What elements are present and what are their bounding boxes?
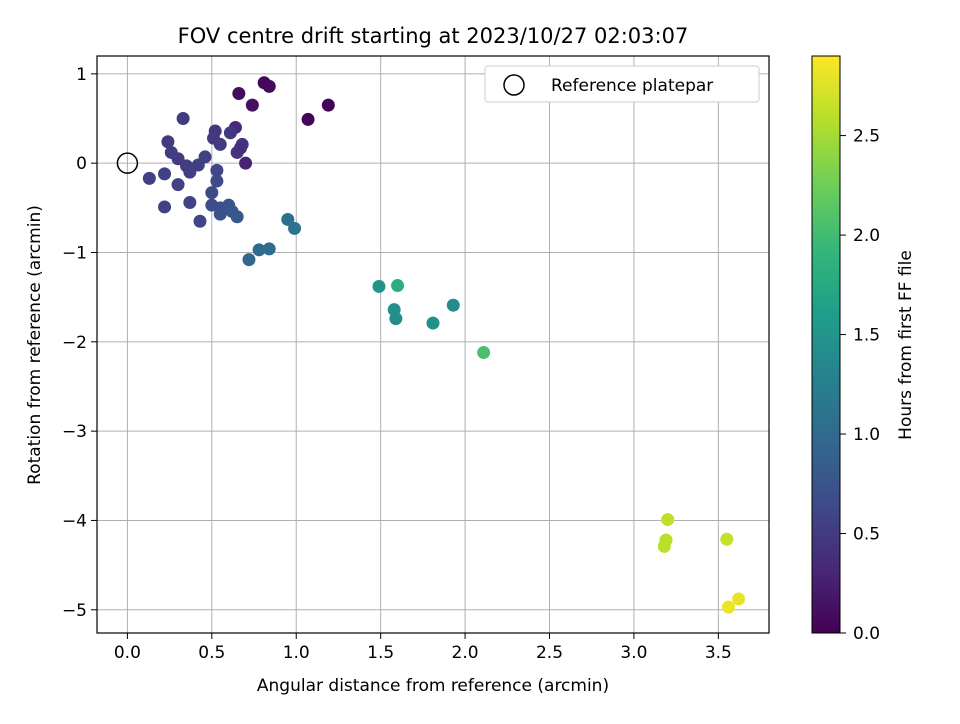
data-point bbox=[301, 112, 315, 126]
data-point bbox=[239, 156, 253, 170]
chart-title: FOV centre drift starting at 2023/10/27 … bbox=[178, 24, 689, 48]
data-point bbox=[142, 171, 156, 185]
data-point bbox=[657, 539, 671, 553]
data-point bbox=[288, 221, 302, 235]
data-point bbox=[252, 243, 266, 257]
x-tick-label: 3.0 bbox=[620, 643, 647, 663]
colorbar-tick-label: 1.0 bbox=[853, 425, 880, 445]
legend-reference-marker bbox=[503, 74, 525, 96]
data-point bbox=[426, 316, 440, 330]
y-axis-label: Rotation from reference (arcmin) bbox=[25, 205, 45, 485]
data-point bbox=[213, 207, 227, 221]
data-point bbox=[391, 279, 405, 293]
y-tick-label: 0 bbox=[76, 154, 87, 174]
data-point bbox=[193, 214, 207, 228]
colorbar-tick-label: 0.5 bbox=[853, 525, 880, 545]
data-point bbox=[477, 346, 491, 360]
data-point bbox=[242, 253, 256, 267]
x-tick-label: 1.0 bbox=[283, 643, 310, 663]
x-tick-label: 2.0 bbox=[452, 643, 479, 663]
data-point bbox=[223, 126, 237, 140]
data-point bbox=[161, 135, 175, 149]
data-point bbox=[230, 210, 244, 224]
y-tick-label: −3 bbox=[62, 422, 87, 442]
colorbar: 0.0 0.5 1.0 1.5 2.0 2.5 Hours from first FF f… bbox=[811, 55, 916, 644]
x-axis-ticks: 0.0 0.5 1.0 1.5 2.0 2.5 3.0 3.5 bbox=[114, 633, 732, 663]
data-point bbox=[721, 600, 735, 614]
data-point bbox=[281, 212, 295, 226]
colorbar-tick-label: 2.5 bbox=[853, 127, 880, 147]
data-point bbox=[389, 312, 403, 326]
y-tick-label: −5 bbox=[62, 601, 87, 621]
data-points bbox=[142, 76, 746, 614]
colorbar-ticks: 0.0 0.5 1.0 1.5 2.0 2.5 bbox=[840, 127, 880, 644]
data-point bbox=[210, 163, 224, 177]
plot-frame bbox=[96, 55, 770, 634]
data-point bbox=[183, 195, 197, 209]
legend-box bbox=[484, 65, 760, 103]
x-tick-label: 0.5 bbox=[198, 643, 225, 663]
colorbar-tick-label: 1.5 bbox=[853, 326, 880, 346]
y-tick-label: 1 bbox=[76, 65, 87, 85]
data-point bbox=[198, 150, 212, 164]
data-point bbox=[234, 141, 248, 155]
y-axis-ticks: 1 0 −1 −2 −3 −4 −5 bbox=[62, 65, 97, 621]
data-point bbox=[262, 79, 276, 93]
data-point bbox=[661, 513, 675, 527]
colorbar-tick-label: 0.0 bbox=[853, 624, 880, 644]
data-point bbox=[158, 167, 172, 181]
colorbar-tick-label: 2.0 bbox=[853, 226, 880, 246]
data-point bbox=[321, 98, 335, 112]
data-point bbox=[232, 87, 246, 101]
x-tick-label: 3.5 bbox=[705, 643, 732, 663]
data-point bbox=[446, 298, 460, 312]
data-point bbox=[213, 137, 227, 151]
reference-marker bbox=[116, 152, 139, 174]
y-tick-label: −1 bbox=[62, 244, 87, 264]
data-point bbox=[262, 242, 276, 256]
y-tick-label: −2 bbox=[62, 333, 87, 353]
data-point bbox=[732, 592, 746, 606]
data-point bbox=[210, 174, 224, 188]
data-point bbox=[245, 98, 259, 112]
data-point bbox=[171, 178, 185, 192]
x-axis-label: Angular distance from reference (arcmin) bbox=[257, 676, 609, 696]
data-point bbox=[205, 186, 219, 200]
legend-reference-label: Reference platepar bbox=[551, 76, 713, 96]
data-point bbox=[372, 279, 386, 293]
grid-lines bbox=[97, 56, 769, 633]
x-tick-label: 2.5 bbox=[536, 643, 563, 663]
legend: Reference platepar bbox=[484, 65, 760, 103]
y-tick-label: −4 bbox=[62, 511, 87, 531]
data-point bbox=[176, 112, 190, 126]
reference-platepar-marker bbox=[116, 152, 139, 174]
colorbar-gradient bbox=[811, 55, 841, 634]
data-point bbox=[720, 532, 734, 546]
data-point bbox=[158, 200, 172, 214]
x-tick-label: 0.0 bbox=[114, 643, 141, 663]
x-tick-label: 1.5 bbox=[367, 643, 394, 663]
colorbar-label: Hours from first FF file bbox=[896, 250, 916, 440]
